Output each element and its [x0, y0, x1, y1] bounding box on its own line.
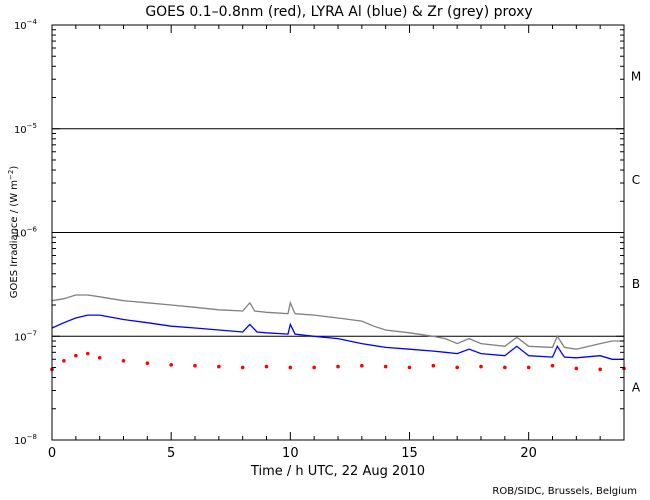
data-point [121, 358, 126, 363]
data-point [62, 358, 66, 363]
credit-text: ROB/SIDC, Brussels, Belgium [492, 486, 637, 497]
data-point [598, 367, 602, 372]
flare-class-a: A [632, 381, 641, 395]
data-point [336, 364, 340, 369]
data-point [455, 365, 459, 370]
flare-class-b: B [632, 277, 640, 291]
x-tick-label: 15 [401, 446, 418, 461]
flare-class-labels: A B C M [631, 69, 641, 394]
data-point [240, 365, 245, 370]
flare-class-m: M [631, 69, 641, 83]
y-axis-label: GOES Irradiance / (W m−2) [7, 166, 20, 299]
series-dots-2 [50, 351, 626, 372]
y-tick-label: 10−7 [14, 329, 37, 343]
data-point [503, 365, 507, 370]
data-point [74, 353, 78, 358]
data-point [383, 364, 388, 369]
data-point [526, 365, 531, 370]
x-tick-label: 20 [520, 446, 537, 461]
y-axis-label-exponent: −2 [7, 170, 15, 180]
threshold-lines [52, 128, 624, 337]
data-point [264, 364, 269, 369]
data-point [145, 361, 150, 365]
data-series [50, 294, 626, 372]
data-point [431, 363, 436, 368]
data-point [288, 365, 293, 370]
chart-title: GOES 0.1–0.8nm (red), LYRA Al (blue) & Z… [145, 4, 532, 20]
data-point [550, 363, 555, 368]
data-point [85, 351, 90, 356]
flare-class-c: C [632, 173, 640, 187]
x-axis-label: Time / h UTC, 22 Aug 2010 [250, 464, 425, 479]
y-tick-label: 10−6 [14, 226, 38, 240]
x-tick-label: 0 [48, 446, 56, 461]
x-axis: 0 5 10 15 20 [48, 25, 601, 461]
y-tick-label: 10−4 [14, 18, 38, 32]
y-tick-label: 10−5 [14, 122, 37, 136]
data-point [574, 366, 579, 371]
data-point [217, 364, 221, 369]
y-axis: 10−8 10−7 10−6 10−5 10−4 [14, 18, 624, 447]
data-point [169, 363, 173, 367]
data-point [193, 363, 197, 368]
data-point [479, 364, 483, 369]
x-tick-label: 5 [167, 446, 175, 461]
x-tick-label: 10 [282, 446, 299, 461]
data-point [360, 363, 364, 368]
y-tick-label: 10−8 [14, 433, 37, 447]
data-point [407, 365, 412, 370]
y-axis-label-close: ) [9, 166, 20, 170]
series-line-1 [51, 314, 624, 360]
data-point [97, 355, 102, 360]
series-line-0 [51, 294, 624, 350]
y-axis-label-text: GOES Irradiance / (W m [9, 180, 20, 298]
data-point [312, 365, 316, 370]
